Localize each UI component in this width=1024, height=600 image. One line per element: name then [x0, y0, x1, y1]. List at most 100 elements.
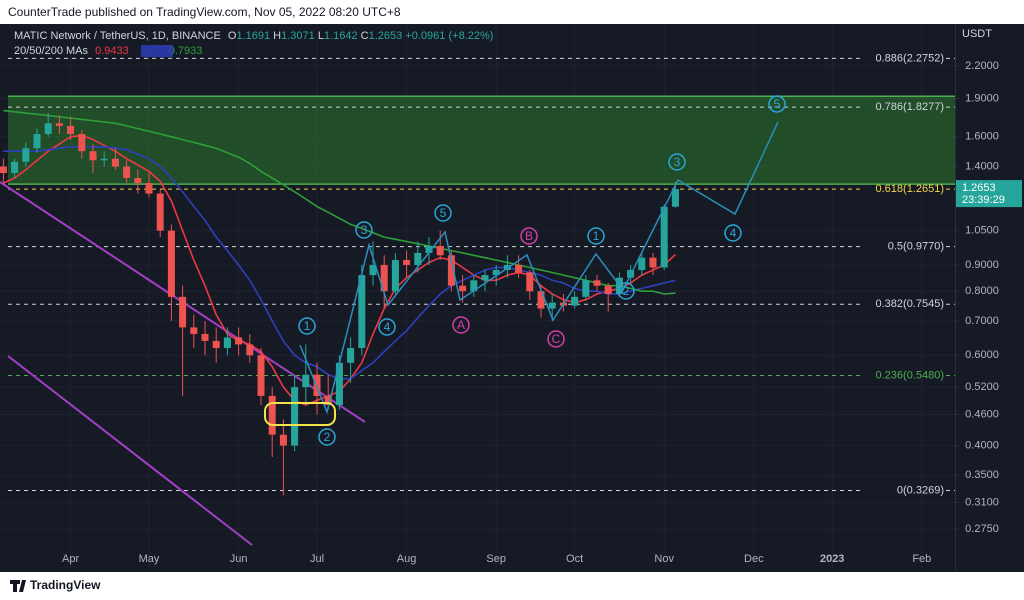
candle-body: [89, 151, 97, 161]
candle-body: [447, 255, 455, 286]
candle-body: [425, 245, 433, 253]
candle-body: [179, 296, 187, 328]
candle-body: [0, 166, 7, 174]
wave-label: 3: [361, 223, 368, 237]
x-tick-label: 2023: [820, 553, 844, 565]
candle-body: [582, 280, 590, 297]
countdown: 23:39:29: [962, 194, 1005, 206]
x-tick-label: Jul: [310, 553, 324, 565]
wave-marker: [434, 204, 452, 222]
chart-background: [0, 24, 1024, 572]
candle-body: [167, 230, 175, 297]
wave-marker: [378, 318, 396, 336]
wave-label: 3: [674, 155, 681, 169]
candle-body: [190, 327, 198, 335]
publish-info: CounterTrade published on TradingView.co…: [8, 5, 401, 19]
candle-body: [369, 264, 377, 276]
wave-label: 4: [730, 226, 737, 240]
candle-body: [134, 177, 142, 184]
candle-body: [604, 285, 612, 295]
highlight-box: [264, 402, 336, 426]
candle-body: [414, 252, 422, 265]
candle-body: [279, 434, 287, 446]
x-tick-label: Jun: [230, 553, 248, 565]
currency: USDT: [962, 28, 992, 40]
y-tick-label: 2.2000: [965, 60, 999, 72]
x-tick-label: Aug: [397, 553, 417, 565]
y-tick-label: 0.5200: [965, 381, 999, 393]
wave-marker: [355, 221, 373, 239]
y-tick-label: 1.9000: [965, 92, 999, 104]
x-tick-label: Sep: [486, 553, 506, 565]
legend-line: MATIC Network / TetherUS, 1D, BINANCE O1…: [14, 30, 493, 42]
fib-label: 0(0.3269): [897, 484, 944, 496]
y-tick-label: 1.6000: [965, 131, 999, 143]
ma-legend: 20/50/200 MAs 0.9433 0.7933: [14, 45, 202, 57]
fib-label: 0.236(0.5480): [876, 369, 945, 381]
candle-body: [347, 347, 355, 363]
ohlc-label: H: [273, 30, 281, 42]
price-label-box: [956, 180, 1022, 208]
target-zone: [8, 96, 955, 185]
ohlc-value: 1.1691: [236, 30, 270, 42]
candle-body: [223, 337, 231, 348]
candle-body: [78, 134, 86, 152]
axis-layer: 2.2000 1.9000 1.6000 1.4000 1.0500 0.9000 0.80…: [62, 60, 1022, 565]
candle-body: [201, 334, 209, 341]
wave-labels: 1 2 3 4 5 A B C 1 2 3 4 5: [298, 95, 786, 446]
wave-marker: [668, 153, 686, 171]
candle-body: [358, 275, 366, 348]
x-tick-label: May: [139, 553, 160, 565]
y-tick-label: 0.4600: [965, 408, 999, 420]
y-tick-label: 0.3100: [965, 496, 999, 508]
wave-drawings: [264, 121, 779, 426]
candle-body: [593, 280, 601, 286]
candle-body: [481, 275, 489, 281]
candle-body: [302, 374, 310, 388]
wave-marker: [724, 224, 742, 242]
candle-body: [660, 206, 668, 268]
candle-body: [22, 148, 30, 162]
ohlc-value: 1.2653: [369, 30, 403, 42]
wave-label: 5: [774, 97, 781, 111]
x-tick-label: Dec: [744, 553, 764, 565]
fib-label: 0.382(0.7545): [876, 298, 945, 310]
y-tick-label: 0.3500: [965, 469, 999, 481]
candle-body: [123, 166, 131, 178]
candle-body: [403, 260, 411, 265]
wave-marker: [520, 227, 538, 245]
candle-body: [100, 158, 108, 161]
y-tick-label: 1.0500: [965, 225, 999, 237]
price-label: 1.2653: [962, 182, 996, 194]
fib-label: 0.786(1.8277): [876, 101, 945, 113]
candle-body: [526, 272, 534, 292]
y-tick-label: 0.2750: [965, 523, 999, 535]
candle-body: [235, 337, 243, 345]
ohlc-value: 1.3071: [281, 30, 315, 42]
wave-label: B: [525, 229, 533, 243]
change-value: +0.0961: [405, 30, 445, 42]
ma-value-blurred: [141, 45, 173, 57]
candle-body: [111, 158, 119, 167]
wave-label: A: [457, 318, 465, 332]
wave-label: 1: [304, 319, 311, 333]
wave-label: 2: [324, 430, 331, 444]
symbol-title: MATIC Network / TetherUS, 1D, BINANCE: [14, 30, 221, 42]
candle-body: [470, 280, 478, 292]
fib-label: 0.886(2.2752): [876, 52, 945, 64]
ohlc-label: O: [228, 30, 237, 42]
x-tick-label: Nov: [654, 553, 674, 565]
wave-marker: [452, 316, 470, 334]
ma-value: 0.9433: [95, 45, 129, 57]
candle-body: [671, 189, 679, 207]
zone-layer: [8, 95, 955, 185]
fib-label: 0.5(0.9770): [888, 241, 944, 253]
candle-body: [335, 362, 343, 405]
candle-body: [145, 183, 153, 194]
candle-body: [67, 125, 75, 135]
brand-name: TradingView: [30, 578, 101, 592]
candle-body: [515, 264, 523, 273]
ohlc-value: 1.1642: [324, 30, 358, 42]
x-tick-label: Oct: [566, 553, 583, 565]
